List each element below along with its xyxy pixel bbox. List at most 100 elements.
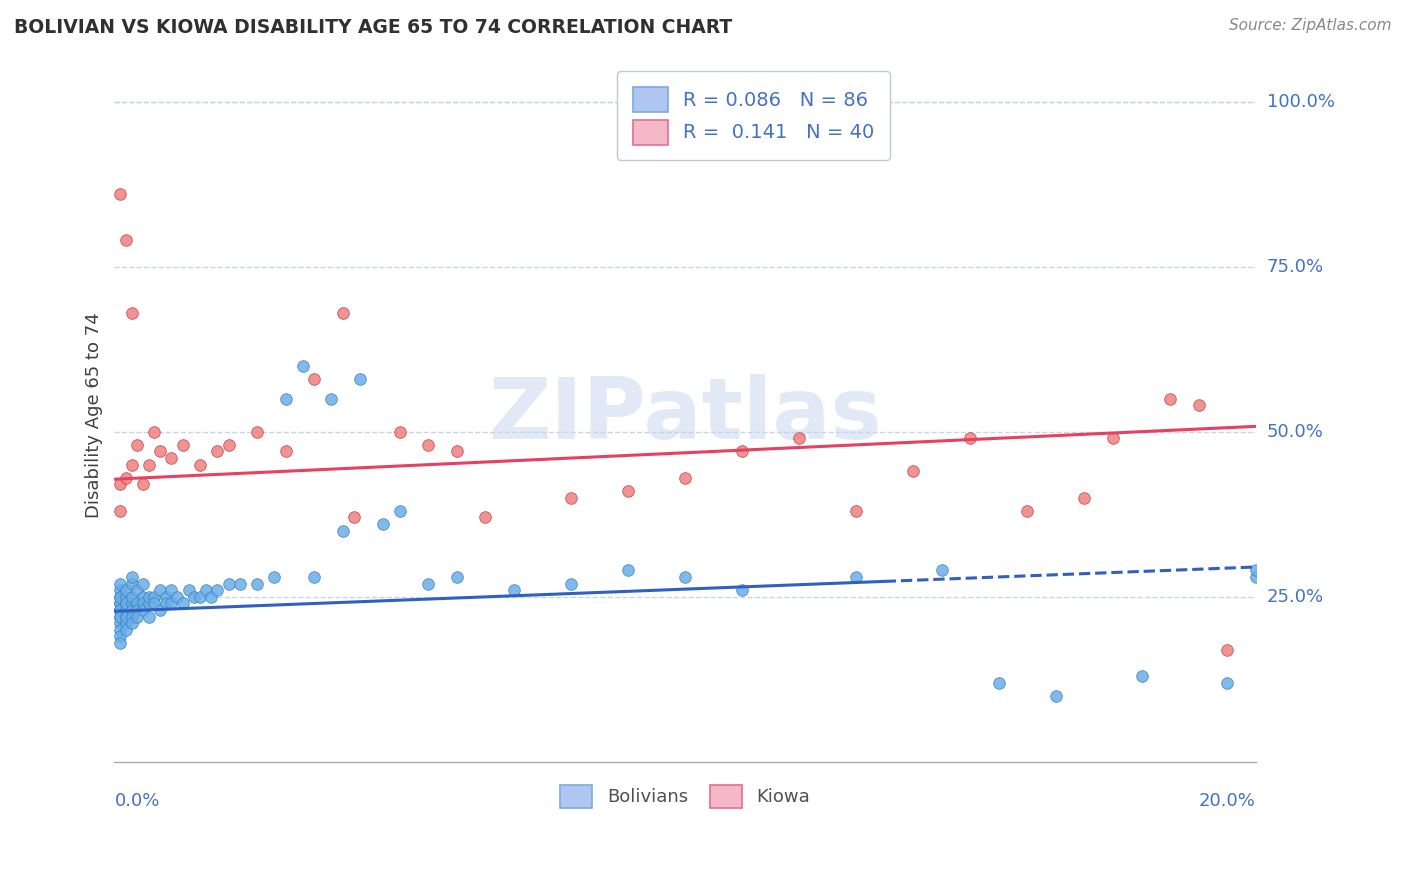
Point — [108, 477, 131, 491]
Point — [731, 444, 754, 458]
Point — [127, 596, 149, 610]
Point — [121, 590, 143, 604]
Point — [560, 491, 582, 505]
Point — [121, 609, 143, 624]
Point — [143, 590, 166, 604]
Point — [1159, 392, 1181, 406]
Point — [108, 596, 131, 610]
Point — [349, 372, 371, 386]
Point — [218, 576, 240, 591]
Point — [959, 431, 981, 445]
Point — [114, 609, 136, 624]
Point — [160, 451, 183, 466]
Point — [114, 616, 136, 631]
Point — [108, 590, 131, 604]
Point — [108, 583, 131, 598]
Point — [149, 444, 172, 458]
Point — [108, 636, 131, 650]
Point — [263, 570, 285, 584]
Point — [1073, 491, 1095, 505]
Point — [149, 583, 172, 598]
Point — [172, 438, 194, 452]
Point — [332, 524, 354, 538]
Point — [121, 616, 143, 631]
Point — [1244, 563, 1267, 577]
Point — [114, 596, 136, 610]
Point — [205, 444, 228, 458]
Point — [987, 675, 1010, 690]
Point — [108, 623, 131, 637]
Point — [205, 583, 228, 598]
Point — [418, 438, 440, 452]
Point — [114, 603, 136, 617]
Point — [388, 425, 411, 439]
Point — [121, 576, 143, 591]
Point — [108, 609, 131, 624]
Point — [845, 504, 868, 518]
Point — [787, 431, 810, 445]
Point — [108, 603, 131, 617]
Point — [114, 590, 136, 604]
Point — [121, 603, 143, 617]
Point — [132, 596, 155, 610]
Point — [108, 629, 131, 643]
Point — [114, 609, 136, 624]
Point — [188, 590, 211, 604]
Point — [446, 444, 468, 458]
Point — [127, 438, 149, 452]
Text: 75.0%: 75.0% — [1267, 258, 1324, 276]
Point — [155, 590, 177, 604]
Text: ZIPatlas: ZIPatlas — [488, 374, 882, 457]
Point — [1244, 570, 1267, 584]
Point — [218, 438, 240, 452]
Point — [332, 306, 354, 320]
Point — [617, 563, 640, 577]
Point — [108, 616, 131, 631]
Point — [114, 233, 136, 247]
Point — [114, 583, 136, 598]
Point — [371, 517, 394, 532]
Point — [446, 570, 468, 584]
Point — [132, 576, 155, 591]
Y-axis label: Disability Age 65 to 74: Disability Age 65 to 74 — [86, 312, 103, 518]
Point — [138, 590, 160, 604]
Point — [560, 576, 582, 591]
Point — [108, 596, 131, 610]
Point — [108, 609, 131, 624]
Point — [127, 603, 149, 617]
Text: 25.0%: 25.0% — [1267, 588, 1324, 606]
Point — [931, 563, 953, 577]
Point — [143, 596, 166, 610]
Point — [673, 471, 696, 485]
Text: 0.0%: 0.0% — [114, 792, 160, 810]
Point — [1017, 504, 1039, 518]
Point — [138, 458, 160, 472]
Point — [108, 603, 131, 617]
Point — [183, 590, 205, 604]
Point — [132, 603, 155, 617]
Point — [1102, 431, 1125, 445]
Point — [731, 583, 754, 598]
Point — [617, 484, 640, 499]
Point — [321, 392, 343, 406]
Point — [143, 425, 166, 439]
Legend: Bolivians, Kiowa: Bolivians, Kiowa — [553, 778, 817, 815]
Point — [229, 576, 252, 591]
Point — [274, 444, 297, 458]
Point — [188, 458, 211, 472]
Point — [160, 583, 183, 598]
Point — [302, 372, 325, 386]
Point — [1216, 675, 1239, 690]
Point — [172, 596, 194, 610]
Point — [194, 583, 217, 598]
Point — [343, 510, 366, 524]
Text: BOLIVIAN VS KIOWA DISABILITY AGE 65 TO 74 CORRELATION CHART: BOLIVIAN VS KIOWA DISABILITY AGE 65 TO 7… — [14, 18, 733, 37]
Point — [114, 596, 136, 610]
Text: 100.0%: 100.0% — [1267, 93, 1334, 111]
Point — [418, 576, 440, 591]
Point — [474, 510, 496, 524]
Point — [903, 464, 925, 478]
Point — [121, 306, 143, 320]
Text: 20.0%: 20.0% — [1199, 792, 1256, 810]
Point — [114, 603, 136, 617]
